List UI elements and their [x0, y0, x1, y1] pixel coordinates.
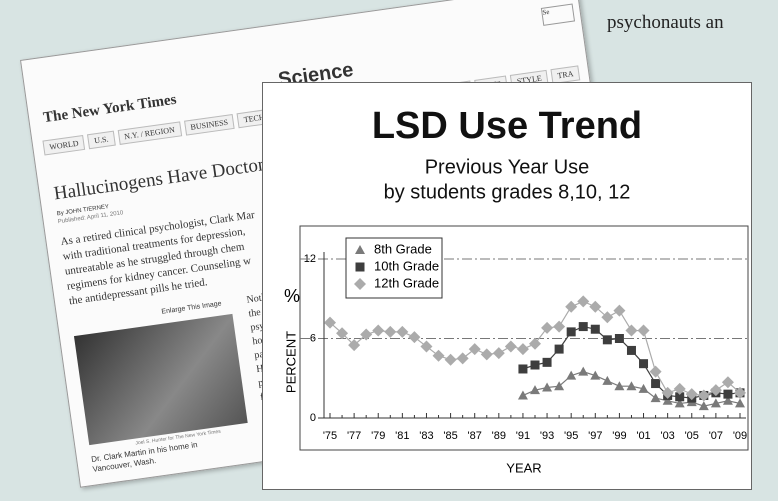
- y-tick-label: 6: [310, 332, 316, 344]
- article-body: As a retired clinical psychologist, Clar…: [60, 208, 264, 310]
- chart-subtitle: by students grades 8,10, 12: [384, 181, 631, 203]
- x-tick-label: '81: [395, 430, 409, 442]
- chart-subtitle: Previous Year Use: [425, 156, 590, 178]
- marker: [531, 361, 540, 370]
- x-tick-label: '79: [371, 430, 385, 442]
- marker: [518, 364, 527, 373]
- y-label: PERCENT: [283, 331, 298, 393]
- nav-item[interactable]: N.Y. / REGION: [117, 121, 181, 145]
- chart-title: LSD Use Trend: [372, 105, 642, 147]
- marker: [603, 335, 612, 344]
- x-tick-label: '91: [516, 430, 530, 442]
- marker: [627, 346, 636, 355]
- legend-label: 12th Grade: [374, 275, 439, 290]
- marker: [615, 334, 624, 343]
- legend-marker: [356, 263, 365, 272]
- x-tick-label: '85: [443, 430, 457, 442]
- marker: [579, 322, 588, 331]
- nav-item[interactable]: WORLD: [42, 135, 85, 156]
- page-text: psychonauts an: [607, 12, 724, 34]
- x-tick-label: '01: [636, 430, 650, 442]
- page: {"page_text": "psychonauts an", "article…: [0, 0, 778, 501]
- x-tick-label: '07: [709, 430, 723, 442]
- marker: [639, 359, 648, 368]
- marker: [651, 379, 660, 388]
- masthead: The New York Times: [42, 92, 177, 128]
- y-tick-label: 0: [310, 412, 316, 424]
- marker: [555, 345, 564, 354]
- y-label-symbol: %: [284, 286, 300, 306]
- x-tick-label: '77: [347, 430, 361, 442]
- x-tick-label: '89: [492, 430, 506, 442]
- marker: [591, 325, 600, 334]
- marker: [567, 327, 576, 336]
- x-tick-label: '97: [588, 430, 602, 442]
- enlarge-link[interactable]: Enlarge This Image: [161, 300, 222, 315]
- photo: [74, 314, 248, 445]
- nav-item[interactable]: BUSINESS: [184, 114, 235, 136]
- x-tick-label: '03: [660, 430, 674, 442]
- marker: [723, 390, 732, 399]
- headline: Hallucinogens Have Doctors: [53, 153, 273, 205]
- search-box: Se: [541, 4, 575, 26]
- nav-item[interactable]: U.S.: [87, 131, 115, 150]
- x-tick-label: '83: [419, 430, 433, 442]
- chart: LSD Use Trend Previous Year Use by stude…: [262, 82, 753, 491]
- x-tick-label: '75: [323, 430, 337, 442]
- legend-label: 10th Grade: [374, 258, 439, 273]
- x-label: YEAR: [506, 460, 541, 475]
- page-body: psychonauts an Se The New York Times Sci…: [0, 0, 778, 501]
- x-tick-label: '05: [685, 430, 699, 442]
- x-tick-label: '09: [733, 430, 747, 442]
- x-tick-label: '99: [612, 430, 626, 442]
- x-tick-label: '93: [540, 430, 554, 442]
- marker: [543, 358, 552, 367]
- x-tick-label: '95: [564, 430, 578, 442]
- x-tick-label: '87: [468, 430, 482, 442]
- legend-label: 8th Grade: [374, 241, 432, 256]
